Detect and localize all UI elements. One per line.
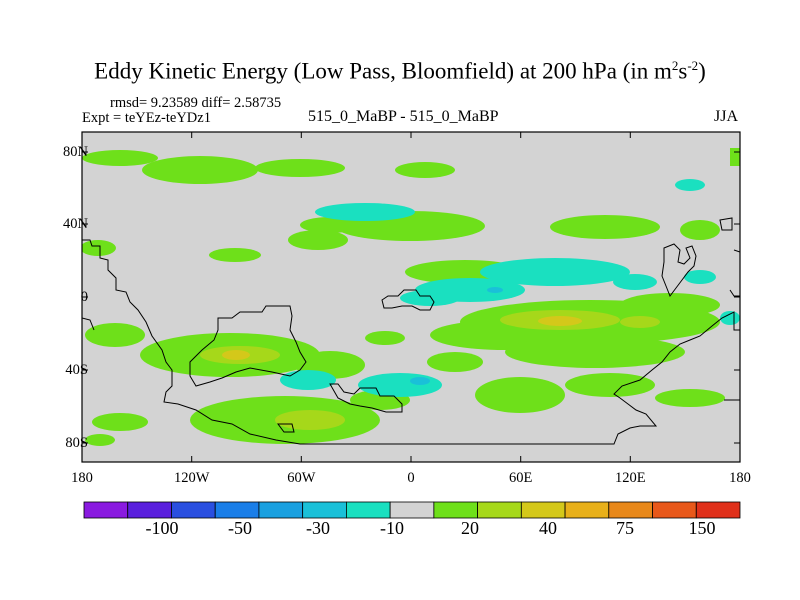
lon-label-120e: 120E [614,470,646,486]
season-label: JJA [714,108,739,125]
colorbar-swatch [389,501,435,519]
lon-label-60e: 60E [509,470,533,486]
lat-label-eq: 0 [80,289,88,305]
lon-label-180w: 180 [71,470,93,486]
colorbar-label: -10 [380,518,404,538]
colorbar-swatch [345,501,391,519]
colorbar-label: 40 [539,518,557,538]
colorbar-swatch [127,501,172,519]
lon-label-60w: 60W [287,470,316,486]
lon-label-0: 0 [407,470,415,486]
colorbar-label: 20 [461,518,479,538]
colorbar-swatch [520,501,566,519]
colorbar-swatch [477,501,522,519]
colorbar-swatch [433,501,479,519]
lat-label-40n: 40N [63,216,88,232]
lon-label-180e: 180 [729,470,751,486]
contour-level-yellow [222,316,582,360]
colorbar-label: -30 [306,518,330,538]
colorbar-swatch [83,501,129,519]
lon-label-120w: 120W [173,470,210,486]
lat-label-80n: 80N [63,144,88,160]
rmsd-label: rmsd= 9.23589 diff= 2.58735 [110,95,282,111]
coastlines [82,217,740,445]
experiment-label: Expt = teYEz-teYDz1 [82,110,211,126]
eke-difference-contours [82,148,740,446]
lat-label-80s: 80S [65,435,88,451]
colorbar-label: -50 [228,518,252,538]
colorbar-label: 75 [616,518,634,538]
colorbar-swatch [171,501,216,519]
colorbar-swatch [608,501,653,519]
axis-ticks [82,132,740,462]
lat-label-40s: 40S [65,362,88,378]
colorbar-label: -100 [145,518,179,538]
colorbar-label: 150 [688,518,716,538]
plot-title: Eddy Kinetic Energy (Low Pass, Bloomfiel… [94,58,706,84]
colorbar-swatch [214,501,260,519]
colorbar-swatch [302,501,347,519]
colorbar-swatch [258,501,304,519]
colorbar [83,501,741,519]
colorbar-swatch [564,501,610,519]
contour-level-lightblue [410,287,503,385]
case-label: 515_0_MaBP - 515_0_MaBP [308,108,499,125]
colorbar-swatch [652,501,697,519]
colorbar-swatch [695,501,741,519]
